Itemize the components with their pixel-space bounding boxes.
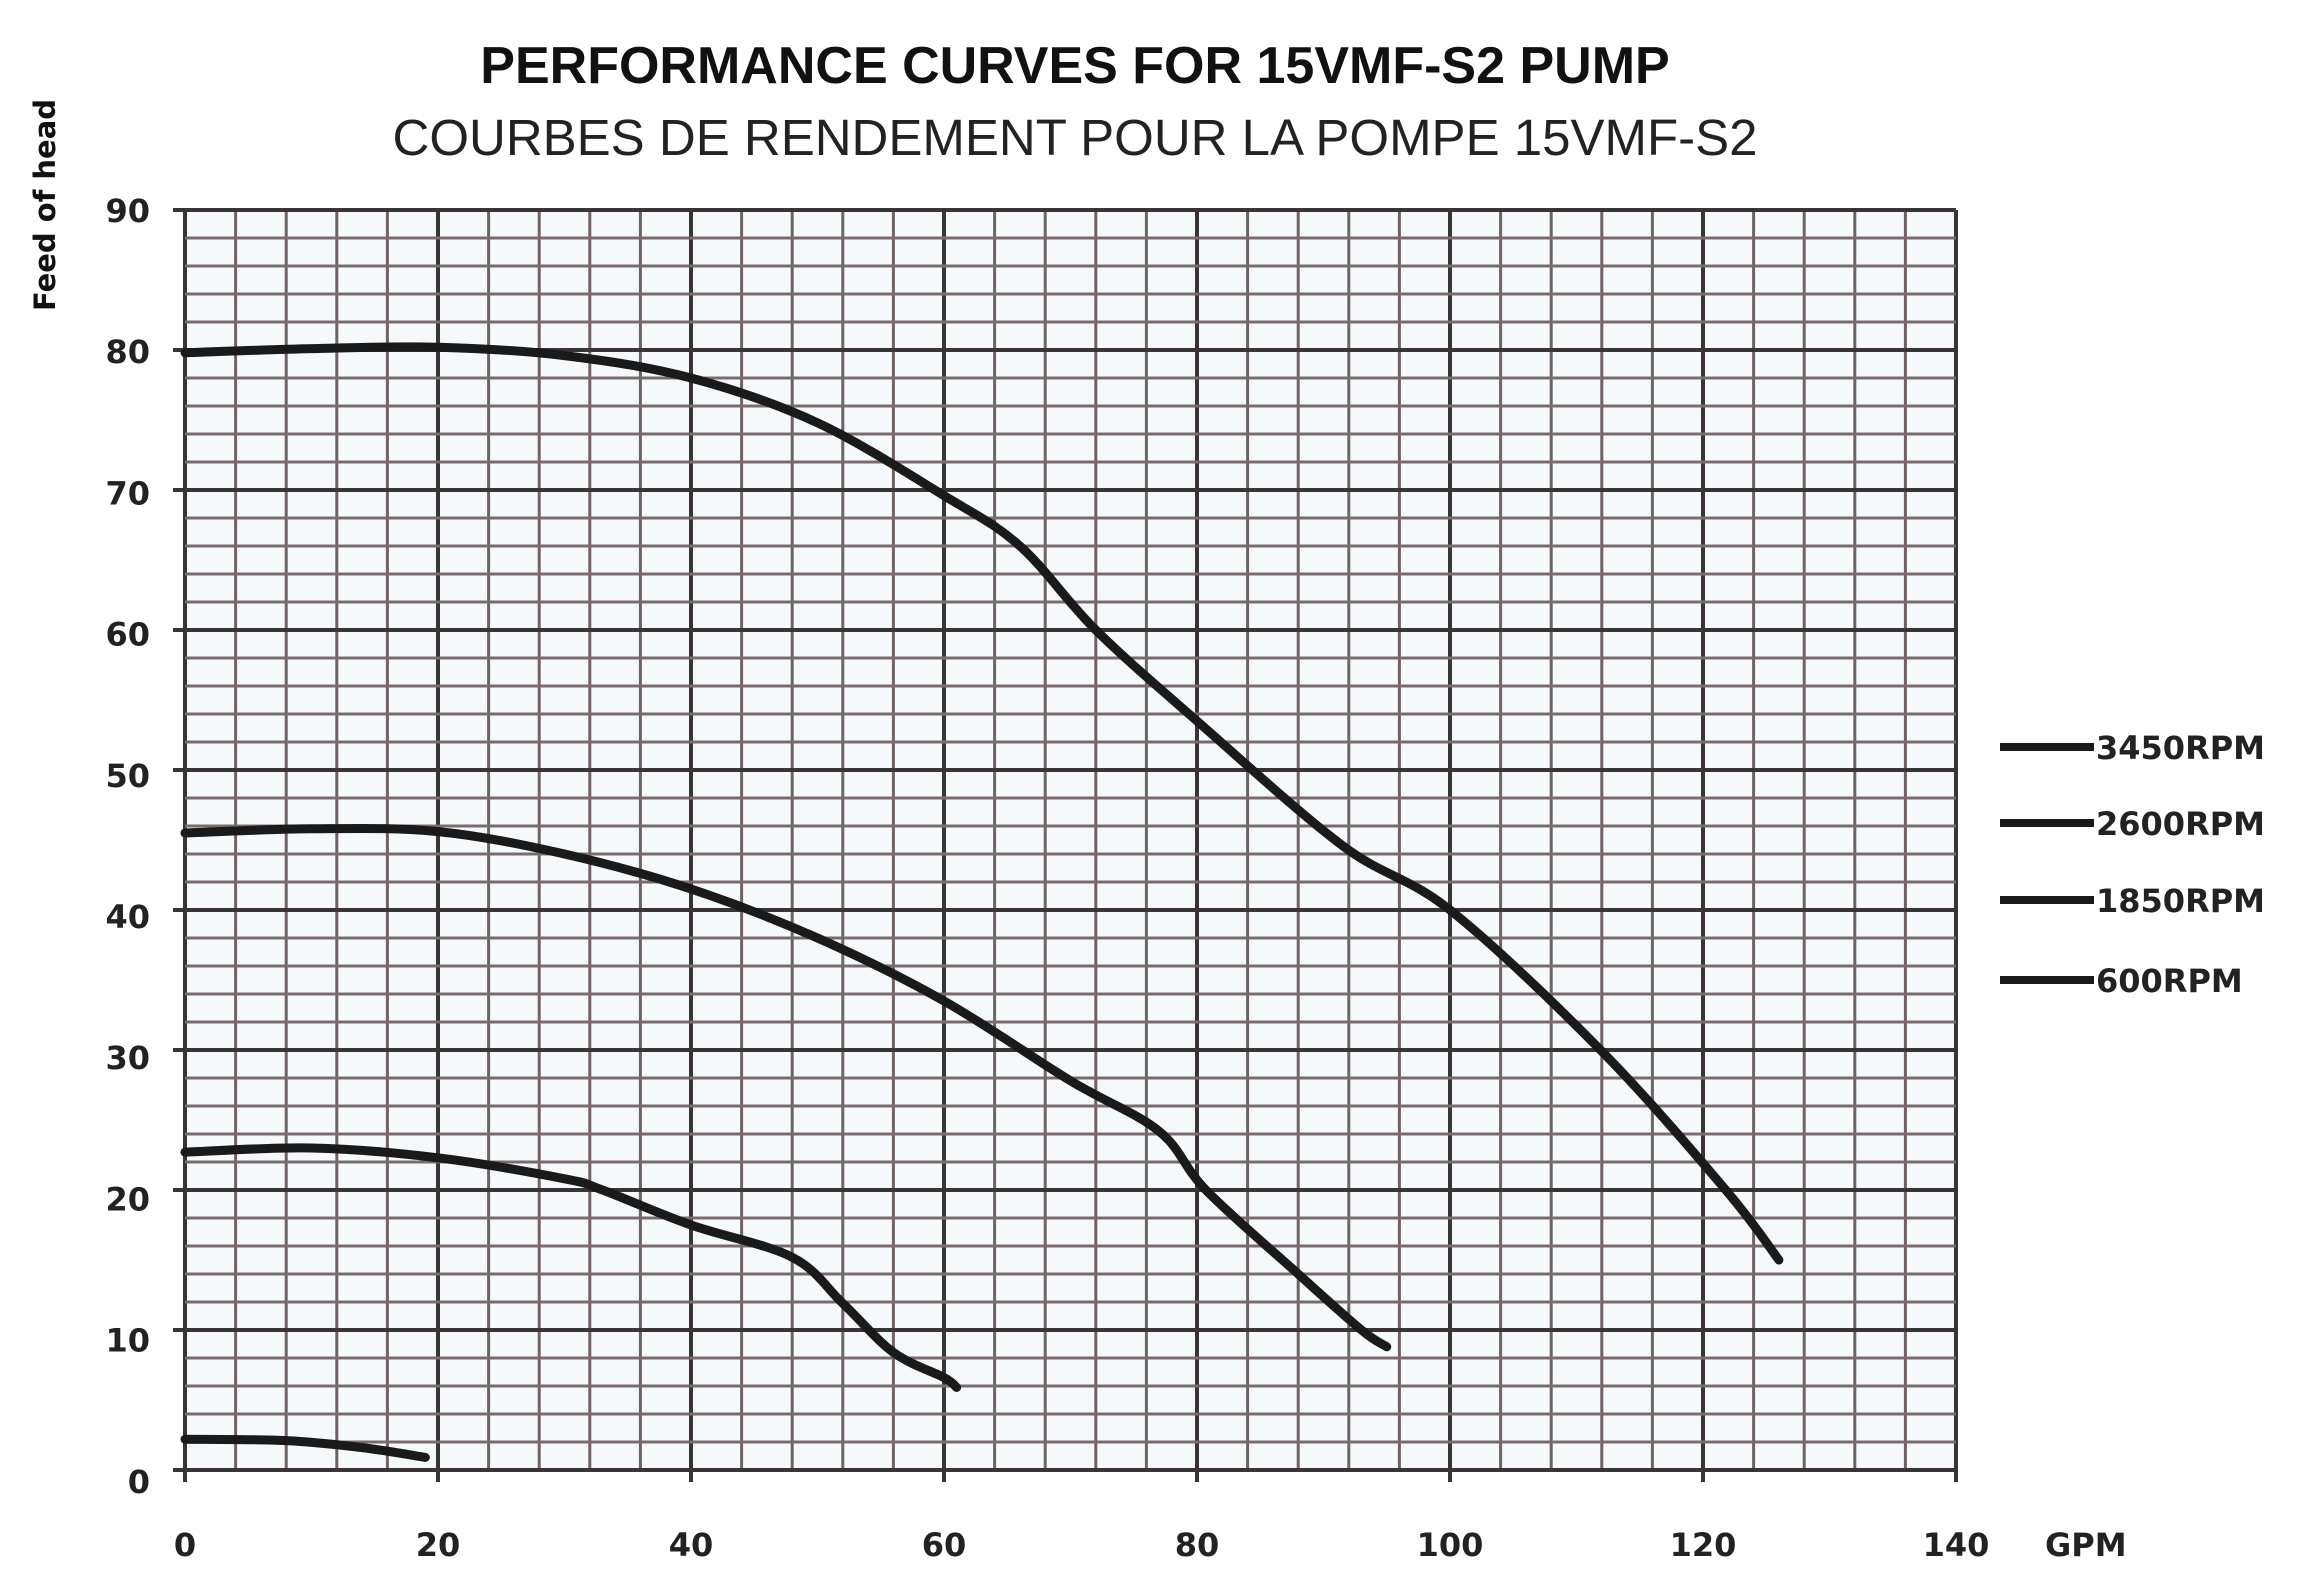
y-tick-label: 0 — [128, 1463, 150, 1501]
x-tick-label: 60 — [922, 1526, 967, 1564]
y-tick-label: 90 — [105, 192, 150, 230]
curve-2600rpm — [180, 823, 1392, 1352]
x-tick-label: 0 — [174, 1526, 196, 1564]
x-tick-label: 40 — [669, 1526, 714, 1564]
x-tick-label: 100 — [1417, 1526, 1484, 1564]
y-tick-label: 80 — [105, 333, 150, 371]
chart-subtitle: COURBES DE RENDEMENT POUR LA POMPE 15VMF… — [392, 109, 1758, 166]
y-tick-label: 70 — [105, 474, 150, 512]
legend-label: 600RPM — [2096, 962, 2243, 1000]
chart-title: PERFORMANCE CURVES FOR 15VMF-S2 PUMP — [480, 37, 1670, 95]
y-tick-label: 30 — [105, 1039, 150, 1077]
curves — [180, 342, 1784, 1462]
x-tick-label: 140 — [1923, 1526, 1990, 1564]
x-tick-label: 120 — [1670, 1526, 1737, 1564]
x-tick-label: 80 — [1175, 1526, 1220, 1564]
legend-label: 1850RPM — [2096, 882, 2265, 920]
curve-600rpm — [180, 1434, 430, 1462]
plot-background — [185, 210, 1956, 1470]
y-tick-label: 40 — [105, 898, 150, 936]
y-tick-label: 10 — [105, 1322, 150, 1360]
legend-label: 2600RPM — [2096, 805, 2265, 843]
tick-labels: 0 20 40 60 80 100 120 140 0 10 20 30 40 50 60 70 80 90 — [105, 192, 1989, 1564]
y-tick-label: 50 — [105, 757, 150, 795]
x-tick-label: 20 — [416, 1526, 461, 1564]
x-axis-label: GPM — [2045, 1526, 2127, 1564]
curve-1850rpm — [180, 1143, 962, 1392]
y-axis-label: Feed of head — [28, 99, 62, 311]
y-tick-label: 60 — [105, 616, 150, 654]
legend: 3450RPM 2600RPM 1850RPM 600RPM — [2000, 729, 2265, 1000]
curve-3450rpm — [180, 342, 1784, 1265]
y-tick-label: 20 — [105, 1180, 150, 1218]
legend-label: 3450RPM — [2096, 729, 2265, 767]
